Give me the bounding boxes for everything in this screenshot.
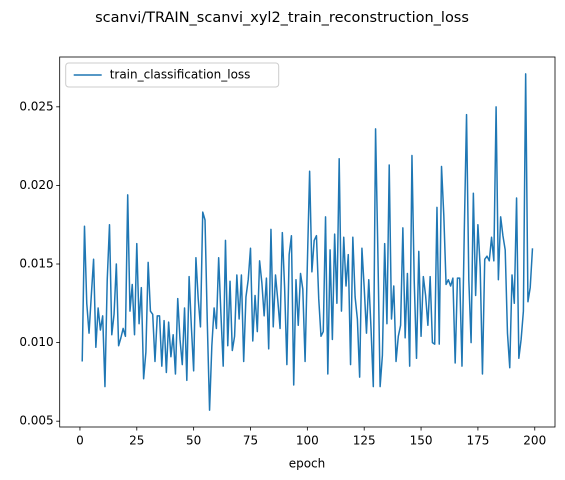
x-tick-label: 25: [129, 434, 144, 448]
x-tick-label: 0: [76, 434, 84, 448]
legend-label: train_classification_loss: [110, 68, 251, 82]
x-tick-label: 175: [466, 434, 489, 448]
y-tick-label: 0.020: [19, 178, 53, 192]
x-tick-label: 50: [186, 434, 201, 448]
x-tick-label: 200: [523, 434, 546, 448]
legend-box: [65, 62, 280, 88]
x-tick-label: 150: [410, 434, 433, 448]
x-tick-label: 100: [296, 434, 319, 448]
y-tick-label: 0.025: [19, 99, 53, 113]
y-tick-label: 0.015: [19, 257, 53, 271]
x-tick-label: 125: [353, 434, 376, 448]
y-tick-label: 0.005: [19, 414, 53, 428]
line-series: [81, 73, 534, 411]
chart-title: scanvi/TRAIN_scanvi_xyl2_train_reconstru…: [95, 10, 469, 26]
x-axis-label: epoch: [289, 457, 326, 471]
y-tick-label: 0.010: [19, 335, 53, 349]
x-tick-label: 75: [243, 434, 258, 448]
axes-frame: [59, 56, 556, 428]
